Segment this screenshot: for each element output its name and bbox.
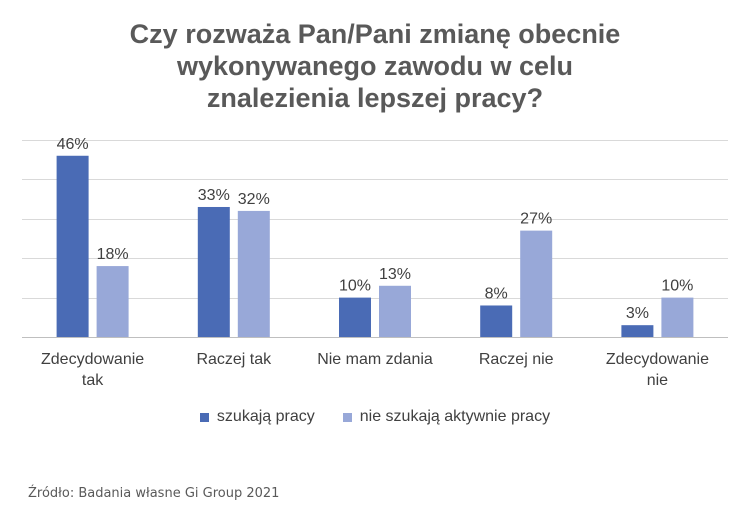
- data-label-series-1: 33%: [198, 187, 230, 204]
- category-label: nie: [647, 372, 668, 389]
- legend-label-series-1: szukają pracy: [216, 408, 315, 425]
- data-label-series-2: 18%: [97, 246, 129, 263]
- category-label: Nie mam zdania: [317, 351, 433, 368]
- legend-item-series-1: szukają pracy: [199, 408, 315, 426]
- data-label-series-1: 46%: [57, 136, 89, 153]
- bar-series-2: [520, 230, 553, 337]
- category-label: Raczej tak: [196, 351, 272, 368]
- bar-series-2: [661, 297, 694, 337]
- data-label-series-2: 27%: [520, 211, 552, 228]
- bar-series-1: [339, 297, 371, 337]
- bar-chart-plot: 46% 18% Zdecydowanie tak 33% 32% Raczej tak 10%…: [22, 136, 728, 389]
- bar-series-1: [197, 206, 230, 337]
- data-label-series-1: 3%: [626, 305, 649, 322]
- bar-series-1: [480, 305, 513, 337]
- legend-item-series-2: nie szukają aktywnie pracy: [342, 408, 551, 426]
- source-note: Źródło: Badania własne Gi Group 2021: [28, 486, 280, 501]
- chart-title-line-3: znalezienia lepszej pracy?: [206, 83, 544, 113]
- chart-title-line-1: Czy rozważa Pan/Pani zmianę obecnie: [129, 19, 621, 49]
- data-label-series-2: 32%: [238, 191, 270, 208]
- legend-label-series-2: nie szukają aktywnie pracy: [359, 408, 551, 425]
- chart-title-line-2: wykonywanego zawodu w celu: [176, 51, 574, 81]
- bar-series-1: [56, 155, 89, 337]
- category-label: tak: [82, 372, 104, 389]
- chart-legend: szukają pracy nie szukają aktywnie pracy: [0, 408, 750, 426]
- data-label-series-1: 8%: [485, 285, 508, 302]
- bar-series-2: [379, 285, 411, 337]
- data-label-series-1: 10%: [339, 278, 371, 295]
- legend-swatch-series-2: [342, 412, 352, 422]
- category-label: Zdecydowanie: [41, 351, 144, 368]
- bar-series-1: [621, 325, 654, 337]
- chart-title: Czy rozważa Pan/Pani zmianę obecnie wyko…: [0, 18, 750, 114]
- data-label-series-2: 10%: [661, 278, 693, 295]
- data-label-series-2: 13%: [379, 266, 411, 283]
- legend-swatch-series-1: [199, 412, 209, 422]
- category-label: Raczej nie: [479, 351, 554, 368]
- category-label: Zdecydowanie: [606, 351, 709, 368]
- bar-series-2: [237, 210, 270, 337]
- bar-series-2: [96, 266, 129, 337]
